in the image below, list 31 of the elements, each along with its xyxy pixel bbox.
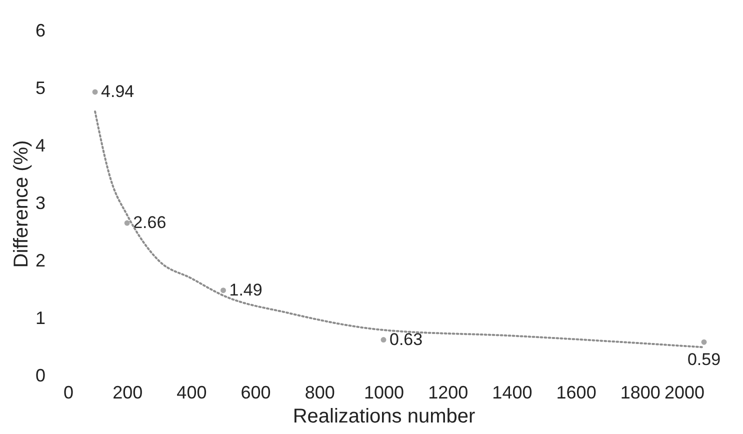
y-tick-label: 2 — [35, 250, 46, 270]
x-tick-label: 1200 — [428, 382, 468, 402]
y-tick-label: 1 — [35, 308, 46, 328]
y-tick-label: 6 — [35, 20, 46, 40]
data-label: 0.63 — [390, 330, 423, 349]
point — [380, 337, 386, 343]
x-tick-label: 2000 — [664, 382, 704, 402]
y-tick-label: 5 — [35, 78, 46, 98]
data-label: 1.49 — [229, 280, 262, 300]
data-label: 2.66 — [133, 213, 166, 232]
x-tick-label: 1400 — [492, 382, 532, 402]
data-label: 0.59 — [687, 350, 721, 370]
x-tick-label: 1800 — [620, 382, 660, 402]
data-label: 4.94 — [101, 82, 134, 101]
y-tick-label: 0 — [35, 366, 46, 386]
point — [92, 89, 98, 95]
point — [701, 339, 707, 345]
x-tick-label: 600 — [240, 382, 271, 402]
x-axis-title: Realizations number — [292, 406, 476, 428]
x-tick-label: 1000 — [364, 382, 404, 402]
x-tick-label: 1600 — [556, 382, 596, 402]
line-series — [94, 110, 705, 348]
point — [220, 288, 226, 294]
x-tick-label: 800 — [304, 382, 335, 402]
y-tick-label: 4 — [35, 136, 46, 156]
point — [124, 220, 130, 226]
y-tick-label: 3 — [35, 193, 46, 213]
x-tick-label: 0 — [64, 382, 74, 402]
x-tick-label: 200 — [112, 382, 143, 402]
x-tick-label: 400 — [176, 382, 207, 402]
y-axis-title: Difference (%) — [10, 140, 32, 268]
